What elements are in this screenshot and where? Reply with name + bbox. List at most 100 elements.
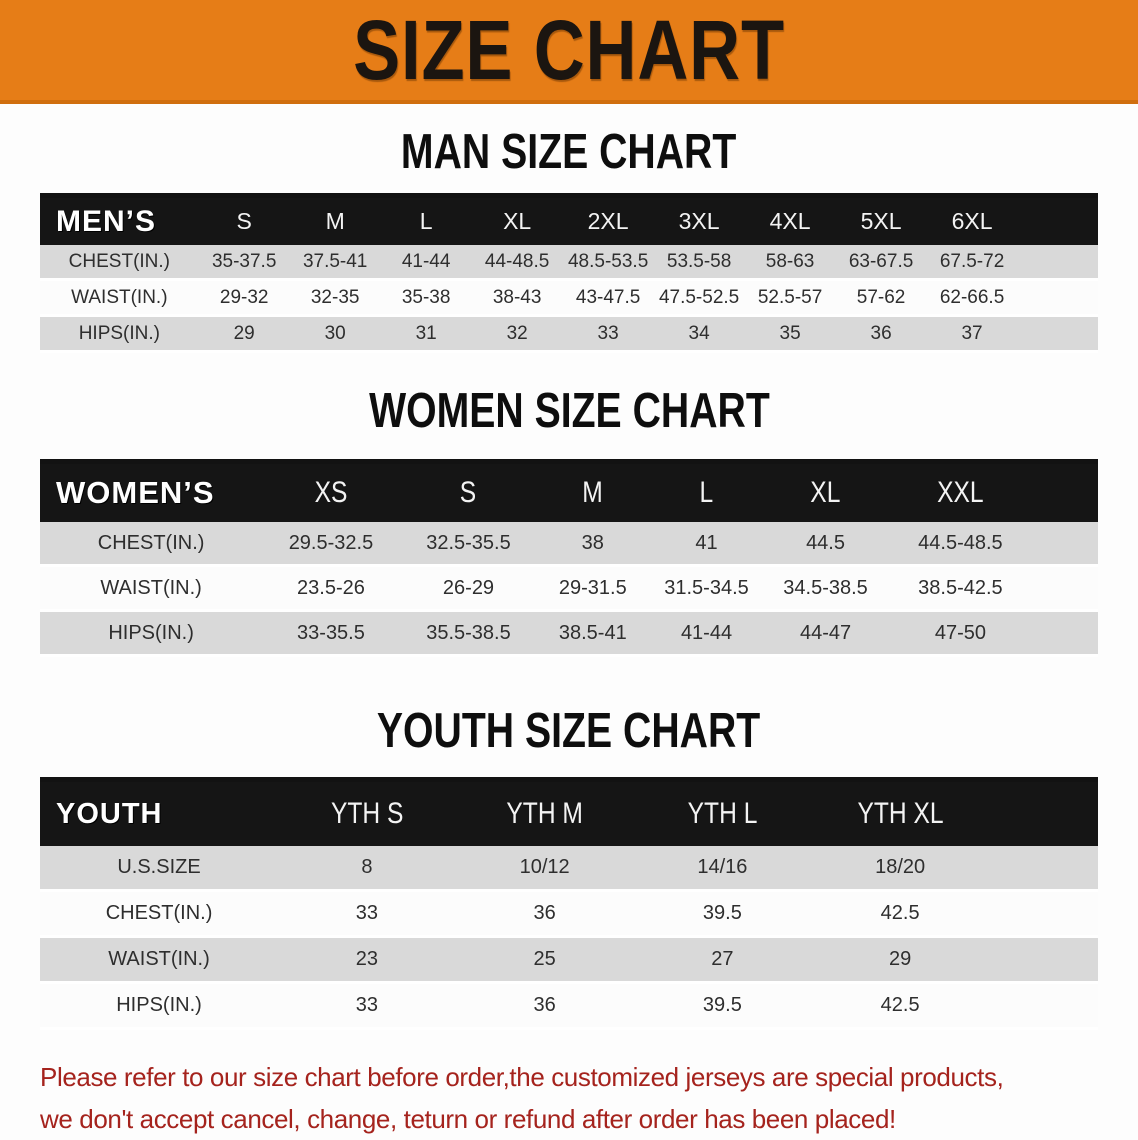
size-cell: 29-32 [198,279,290,317]
spacer-cell [1034,460,1098,522]
size-cell: 33 [278,982,456,1030]
size-cell: 39.5 [633,982,812,1030]
man-heading-text: MAN SIZE CHART [401,125,737,179]
size-cell: 41-44 [648,610,765,657]
size-cell: 44-47 [764,610,887,657]
column-header: YTH XL [811,778,989,846]
women-header-row: WOMEN’S XS S M L XL XXL [40,460,1098,522]
size-cell: 63-67.5 [835,245,927,281]
spacer-cell [988,982,1098,1030]
spacer-cell [1034,565,1098,612]
women-section-heading: WOMEN SIZE CHART [0,353,1138,459]
size-cell: 35-38 [380,279,472,317]
youth-heading-text: YOUTH SIZE CHART [377,704,761,758]
row-label: CHEST(IN.) [40,890,279,938]
row-label: HIPS(IN.) [40,315,199,353]
size-cell: 36 [455,982,634,1030]
women-heading-text: WOMEN SIZE CHART [368,384,770,438]
size-cell: 57-62 [835,279,927,317]
column-header: YTH S [278,778,456,846]
size-cell: 33 [562,315,654,353]
column-header: 2XL [562,194,654,245]
spacer-cell [988,890,1098,938]
row-label: WAIST(IN.) [40,936,279,984]
spacer-cell [988,778,1098,846]
size-cell: 30 [289,315,381,353]
size-cell: 34.5-38.5 [764,565,887,612]
table-row: HIPS(IN.) 33 36 39.5 42.5 [40,982,1098,1030]
size-cell: 25 [455,936,634,984]
size-cell: 37 [926,315,1018,353]
table-row: CHEST(IN.) 33 36 39.5 42.5 [40,890,1098,938]
row-label: CHEST(IN.) [40,245,199,281]
column-header: L [648,460,765,522]
size-cell: 35 [744,315,836,353]
spacer-cell [1034,522,1098,567]
size-cell: 41-44 [380,245,472,281]
size-chart-banner: SIZE CHART [0,0,1138,104]
youth-size-table: YOUTH YTH S YTH M YTH L YTH XL U.S.SIZE … [40,777,1098,1030]
table-row: CHEST(IN.) 29.5-32.5 32.5-35.5 38 41 44.… [40,522,1098,567]
youth-table-title-cell: YOUTH [40,778,279,846]
size-cell: 52.5-57 [744,279,836,317]
column-header: M [537,460,649,522]
size-cell: 29.5-32.5 [262,522,400,567]
size-cell: 36 [835,315,927,353]
table-row: U.S.SIZE 8 10/12 14/16 18/20 [40,846,1098,892]
size-cell: 32 [471,315,563,353]
size-cell: 53.5-58 [653,245,745,281]
man-section-heading: MAN SIZE CHART [0,104,1138,193]
size-cell: 47-50 [886,610,1035,657]
table-row: HIPS(IN.) 29 30 31 32 33 34 35 36 37 [40,315,1098,353]
row-label: WAIST(IN.) [40,565,263,612]
size-cell: 35.5-38.5 [399,610,538,657]
table-row: CHEST(IN.) 35-37.5 37.5-41 41-44 44-48.5… [40,245,1098,281]
size-cell: 23 [278,936,456,984]
size-cell: 29 [811,936,989,984]
row-label: WAIST(IN.) [40,279,199,317]
column-header: 4XL [744,194,836,245]
column-header: XL [764,460,887,522]
size-cell: 26-29 [399,565,538,612]
spacer-cell [1017,194,1098,245]
women-table-title-cell: WOMEN’S [40,460,263,522]
spacer-cell [1017,315,1098,353]
size-cell: 38 [537,522,649,567]
size-cell: 29 [198,315,290,353]
men-table-title-cell: MEN’S [40,194,199,245]
women-size-table: WOMEN’S XS S M L XL XXL CHEST(IN.) 29.5-… [40,459,1098,657]
size-cell: 44-48.5 [471,245,563,281]
size-cell: 34 [653,315,745,353]
row-label: U.S.SIZE [40,846,279,892]
column-header: 6XL [926,194,1018,245]
spacer-cell [1017,279,1098,317]
size-cell: 36 [455,890,634,938]
row-label: CHEST(IN.) [40,522,263,567]
size-cell: 44.5-48.5 [886,522,1035,567]
man-size-chart-section: MAN SIZE CHART MEN’S S M L XL 2XL 3XL 4X… [0,104,1138,353]
size-cell: 33 [278,890,456,938]
row-label: HIPS(IN.) [40,610,263,657]
size-cell: 29-31.5 [537,565,649,612]
spacer-cell [1034,610,1098,657]
size-cell: 18/20 [811,846,989,892]
column-header: YTH M [455,778,634,846]
size-cell: 39.5 [633,890,812,938]
size-cell: 32-35 [289,279,381,317]
size-cell: 31 [380,315,472,353]
size-cell: 42.5 [811,890,989,938]
column-header: L [380,194,472,245]
disclaimer-line-2: we don't accept cancel, change, teturn o… [40,1104,896,1135]
size-cell: 35-37.5 [198,245,290,281]
column-header: M [289,194,381,245]
women-size-chart-section: WOMEN SIZE CHART WOMEN’S XS S M L XL XXL… [0,353,1138,657]
column-header: S [198,194,290,245]
size-cell: 38.5-41 [537,610,649,657]
youth-size-chart-section: YOUTH SIZE CHART YOUTH YTH S YTH M YTH L… [0,657,1138,1030]
spacer-cell [988,846,1098,892]
size-cell: 38-43 [471,279,563,317]
size-cell: 43-47.5 [562,279,654,317]
size-cell: 27 [633,936,812,984]
disclaimer-note: Please refer to our size chart before or… [40,1056,1100,1140]
banner-title: SIZE CHART [353,2,785,97]
